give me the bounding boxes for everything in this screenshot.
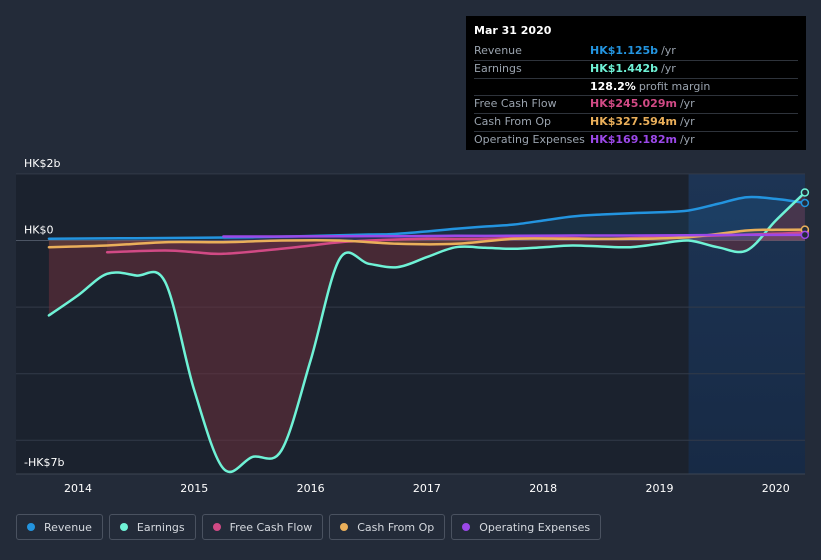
- tooltip-row-label: Cash From Op: [474, 115, 552, 129]
- x-tick-label: 2019: [646, 482, 674, 495]
- series-line-earnings: [47, 191, 807, 474]
- tooltip-row-value: HK$1.125b: [590, 44, 659, 57]
- tooltip-row-unit: /yr: [679, 115, 695, 129]
- tooltip-row-label: Revenue: [474, 44, 522, 57]
- series-area-revenue: [48, 196, 805, 241]
- y-tick-label: HK$2b: [24, 157, 60, 170]
- legend-label: Free Cash Flow: [229, 520, 313, 534]
- series-area-earnings: [48, 192, 805, 472]
- x-tick-label: 2017: [413, 482, 441, 495]
- tooltip-row-unit: /yr: [679, 132, 695, 146]
- tooltip-row: Earnings HK$1.442b/yr: [474, 59, 798, 78]
- series-endpoints: [800, 188, 810, 240]
- tooltip-row: Revenue HK$1.125b/yr: [474, 43, 798, 60]
- tooltip-row: Cash From Op HK$327.594m/yr: [474, 113, 798, 131]
- legend-item-earnings[interactable]: Earnings: [108, 514, 196, 540]
- tooltip-row-unit: profit margin: [638, 79, 711, 93]
- y-tick-label: -HK$7b: [24, 456, 64, 469]
- legend-item-cash-from-op[interactable]: Cash From Op: [329, 514, 446, 540]
- gridlines: [16, 173, 805, 475]
- tooltip-row-value: HK$245.029m: [590, 97, 677, 111]
- tooltip-row-value: HK$169.182m: [590, 132, 677, 146]
- tooltip-row-value: HK$327.594m: [590, 115, 677, 129]
- tooltip-row-unit: /yr: [661, 61, 676, 75]
- y-axis: HK$2b HK$0 -HK$7b: [24, 157, 64, 469]
- legend-label: Operating Expenses: [479, 520, 591, 534]
- legend-item-free-cash-flow[interactable]: Free Cash Flow: [201, 514, 324, 540]
- series-endpoint-earnings: [800, 188, 810, 197]
- tooltip-row-unit: /yr: [661, 44, 676, 57]
- tooltip-row-value: 128.2%: [590, 79, 636, 93]
- tooltip-row: Free Cash Flow HK$245.029m/yr: [474, 95, 798, 113]
- legend-label: Earnings: [136, 520, 185, 534]
- legend-dot-icon: [212, 523, 221, 531]
- series-endpoint-operating-expenses: [800, 230, 810, 240]
- x-tick-label: 2016: [297, 482, 325, 495]
- tooltip-panel: Mar 31 2020 Revenue HK$1.125b/yr Earnings H…: [466, 16, 806, 150]
- tooltip-row-label: Earnings: [474, 61, 522, 75]
- tooltip-row-label: Free Cash Flow: [474, 97, 557, 111]
- tooltip-row-label: [474, 79, 590, 96]
- legend-dot-icon: [119, 523, 128, 531]
- legend-item-revenue[interactable]: Revenue: [16, 514, 103, 540]
- tooltip-row: Operating Expenses HK$169.182m/yr: [474, 130, 798, 149]
- y-tick-label: HK$0: [24, 224, 53, 237]
- plot-background: [16, 174, 805, 474]
- x-tick-label: 2018: [529, 482, 557, 495]
- series-line-operating-expenses: [222, 233, 807, 238]
- legend-dot-icon: [27, 523, 35, 531]
- series-lines: [47, 191, 807, 474]
- x-axis: 2014 2015 2016 2017 2018 2019 2020: [64, 482, 790, 495]
- tooltip-row: 128.2% profit margin: [474, 77, 798, 96]
- tooltip-row-label: Operating Expenses: [474, 132, 585, 146]
- legend-dot-icon: [340, 523, 349, 531]
- legend-dot-icon: [462, 523, 471, 531]
- x-tick-label: 2014: [64, 482, 92, 495]
- series-endpoint-revenue: [800, 198, 810, 208]
- tooltip-row-value: HK$1.442b: [590, 61, 659, 75]
- legend: Revenue Earnings Free Cash Flow Cash From O…: [16, 514, 602, 540]
- legend-item-operating-expenses[interactable]: Operating Expenses: [451, 514, 602, 540]
- legend-label: Revenue: [44, 520, 92, 534]
- series-line-cash-from-op: [47, 228, 807, 249]
- x-tick-label: 2015: [180, 482, 208, 495]
- tooltip-row-unit: /yr: [679, 97, 695, 111]
- legend-label: Cash From Op: [357, 520, 435, 534]
- tooltip-date: Mar 31 2020: [474, 24, 552, 37]
- x-tick-label: 2020: [762, 482, 790, 495]
